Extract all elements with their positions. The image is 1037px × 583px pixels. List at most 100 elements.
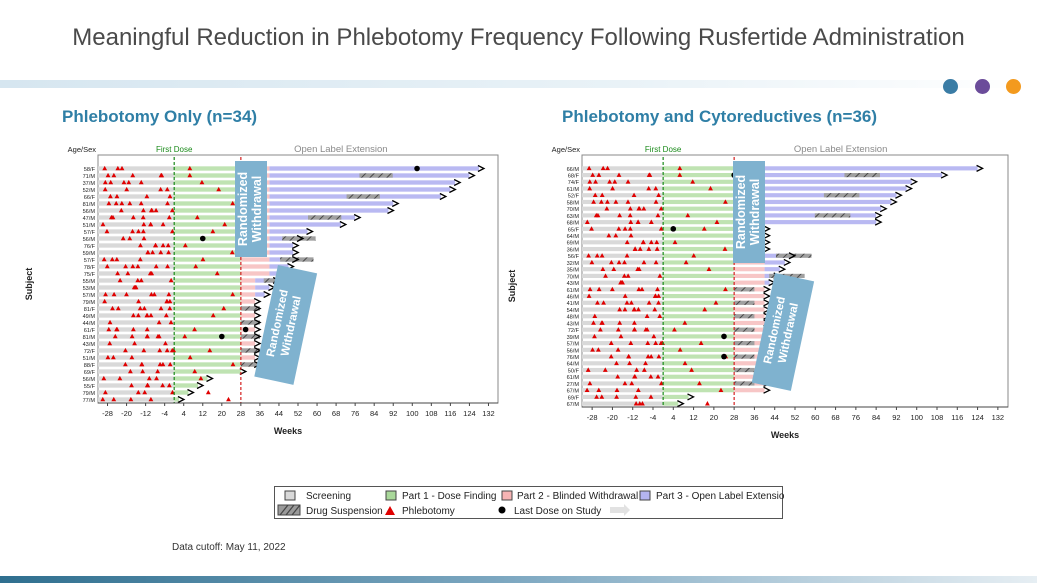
bar-drug-suspension xyxy=(844,172,880,178)
bar-part1 xyxy=(663,347,735,352)
phlebotomy-marker xyxy=(657,313,663,319)
bar-screening xyxy=(98,327,175,332)
x-tick-label: 4 xyxy=(671,413,675,422)
phlebotomy-marker xyxy=(165,263,170,269)
subject-label: 70/M xyxy=(567,274,580,280)
bar-screening xyxy=(582,307,664,312)
phlebotomy-marker xyxy=(117,375,123,381)
continuing-arrow xyxy=(339,220,348,229)
subject-label: 72/F xyxy=(568,328,580,334)
last-dose-marker xyxy=(670,226,677,232)
bar-screening xyxy=(98,376,175,381)
phlebotomy-marker xyxy=(140,207,146,213)
bar-part3 xyxy=(764,280,770,285)
continuing-arrow xyxy=(477,164,486,173)
bar-part1 xyxy=(174,292,241,297)
bar-part1 xyxy=(174,194,241,199)
bar-screening xyxy=(582,327,664,332)
bar-part3 xyxy=(255,292,265,297)
continuing-arrow xyxy=(291,255,300,264)
bar-part3 xyxy=(269,250,294,255)
x-tick-label: 132 xyxy=(992,413,1005,422)
phlebotomy-marker xyxy=(145,249,151,255)
x-tick-label: 36 xyxy=(750,413,758,422)
bar-part1 xyxy=(663,394,689,400)
phlebotomy-marker xyxy=(119,165,125,171)
bar-part2 xyxy=(734,267,765,272)
phlebotomy-marker xyxy=(628,232,634,238)
phlebotomy-marker xyxy=(714,219,720,224)
bar-drug-suspension xyxy=(734,300,755,305)
bar-screening xyxy=(582,287,664,292)
phlebotomy-marker xyxy=(706,266,712,271)
x-tick-label: 92 xyxy=(892,413,900,422)
continuing-arrow xyxy=(763,225,772,233)
bar-part1 xyxy=(174,215,241,220)
phlebotomy-marker xyxy=(708,185,713,191)
phlebotomy-marker xyxy=(713,300,719,305)
bar-part1 xyxy=(663,367,735,373)
bar-screening xyxy=(582,233,664,238)
bar-part1 xyxy=(174,250,241,255)
subject-label: 81/M xyxy=(83,335,96,341)
subject-label: 66/M xyxy=(567,167,580,173)
bar-screening xyxy=(582,206,664,211)
phlebotomy-marker xyxy=(158,172,164,178)
phlebotomy-marker xyxy=(169,207,175,213)
bar-screening xyxy=(582,186,664,191)
legend-part2: Part 2 - Blinded Withdrawal xyxy=(517,491,638,502)
phlebotomy-marker xyxy=(682,320,688,325)
phlebotomy-marker xyxy=(135,312,141,318)
bar-part3 xyxy=(764,206,882,211)
row-header: Age/Sex xyxy=(552,145,581,154)
phlebotomy-marker xyxy=(135,389,141,395)
continuing-arrow xyxy=(196,381,205,390)
phlebotomy-marker xyxy=(130,228,135,234)
x-tick-label: 100 xyxy=(406,409,419,418)
bar-part1 xyxy=(663,213,735,218)
phlebotomy-marker xyxy=(210,312,216,318)
bar-part1 xyxy=(174,299,241,304)
phlebotomy-marker xyxy=(198,375,204,381)
x-tick-label: 84 xyxy=(872,413,880,422)
phlebotomy-marker xyxy=(114,256,120,262)
bar-part3 xyxy=(269,208,389,213)
x-tick-label: 76 xyxy=(351,409,359,418)
bar-screening xyxy=(98,341,175,346)
bar-part1 xyxy=(174,201,241,206)
bar-screening xyxy=(582,240,664,245)
continuing-arrow xyxy=(783,258,792,267)
phlebotomy-marker xyxy=(646,246,652,251)
phlebotomy-marker xyxy=(121,179,127,185)
subject-label: 51/M xyxy=(83,356,96,362)
phlebotomy-marker xyxy=(164,186,170,192)
last-dose-marker xyxy=(219,333,225,340)
bar-part1 xyxy=(174,376,208,381)
phlebotomy-marker xyxy=(653,340,659,345)
phlebotomy-marker xyxy=(148,396,154,402)
bar-screening xyxy=(98,334,175,339)
subject-label: 58/F xyxy=(84,167,96,173)
callout-box xyxy=(733,161,765,263)
bar-part3 xyxy=(255,285,270,290)
phlebotomy-marker xyxy=(622,306,628,312)
phlebotomy-marker xyxy=(118,207,124,213)
phlebotomy-marker xyxy=(622,226,628,231)
x-tick-label: 124 xyxy=(463,409,476,418)
phlebotomy-marker xyxy=(133,284,139,290)
phlebotomy-marker xyxy=(636,206,642,211)
phlebotomy-marker xyxy=(653,185,659,191)
phlebotomy-marker xyxy=(154,375,159,381)
subject-label: 55/F xyxy=(84,384,96,390)
phlebotomy-marker xyxy=(194,214,200,220)
continuing-arrow xyxy=(890,198,898,206)
phlebotomy-marker xyxy=(600,266,606,271)
phlebotomy-marker xyxy=(691,253,697,258)
phlebotomy-marker xyxy=(656,293,662,298)
callout-box xyxy=(254,265,318,385)
bar-part3 xyxy=(764,260,785,265)
x-tick-label: 28 xyxy=(730,413,738,422)
phlebotomy-marker xyxy=(605,165,610,171)
phlebotomy-marker xyxy=(615,347,621,352)
x-tick-label: -20 xyxy=(121,409,132,418)
